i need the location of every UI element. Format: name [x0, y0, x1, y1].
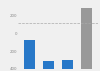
Bar	[62, 59, 73, 69]
Bar	[81, 8, 92, 69]
Bar	[43, 61, 54, 69]
Bar	[24, 40, 35, 69]
